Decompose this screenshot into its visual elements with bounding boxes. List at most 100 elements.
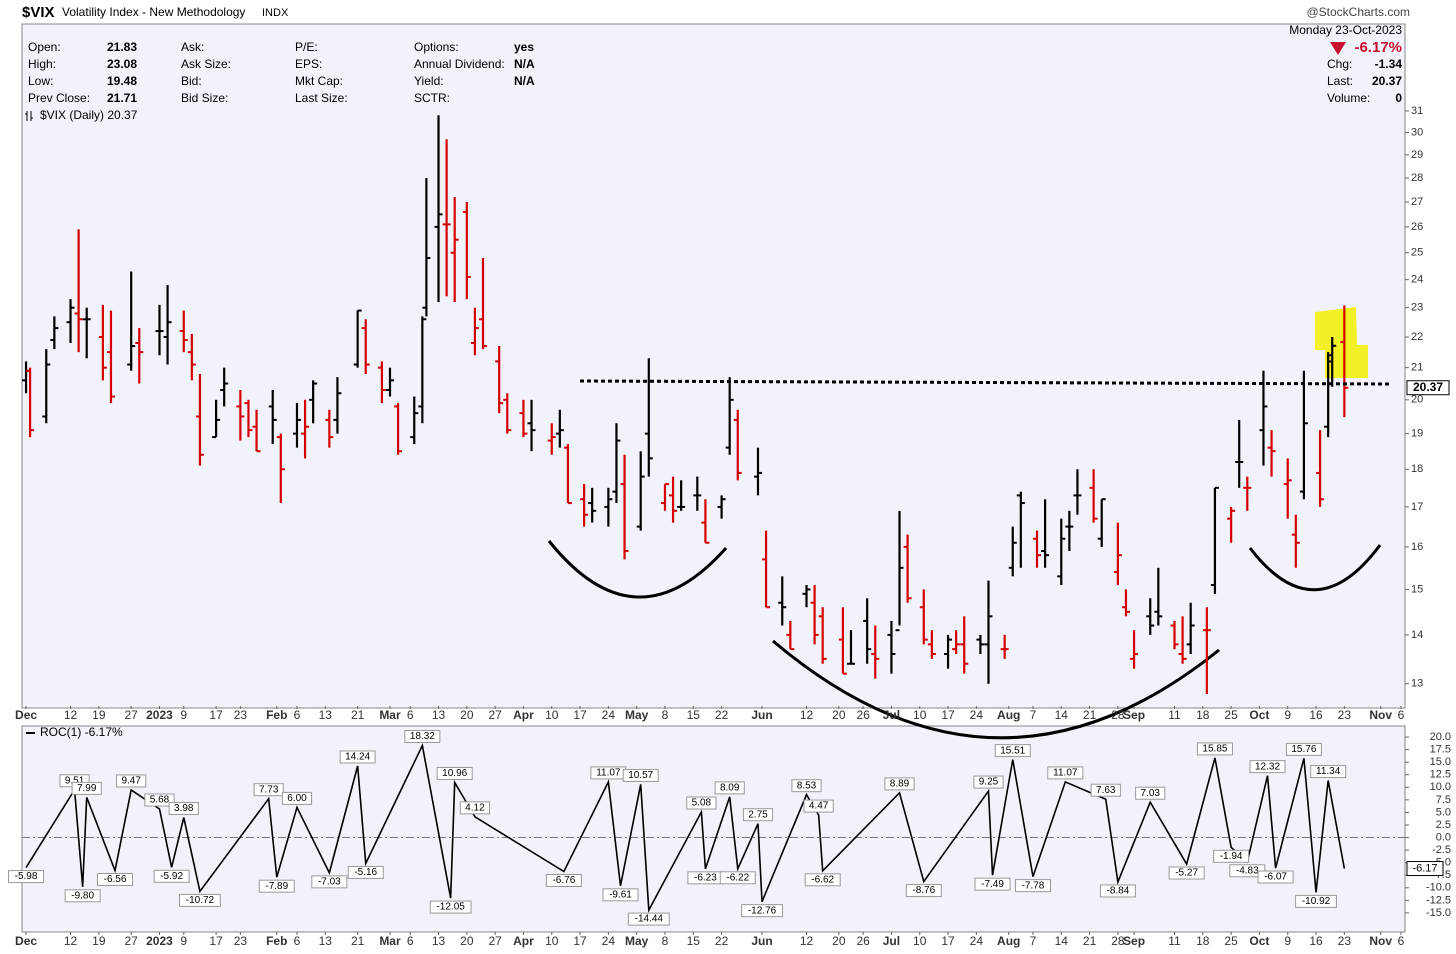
y-tick-label: 0.0 [1436,831,1451,843]
data-label-box [1285,742,1322,756]
data-label: -9.80 [71,890,94,901]
x-tick-label: 6 [1398,934,1405,948]
data-label: 10.96 [442,768,467,779]
x-tick-label: 13 [432,708,446,722]
x-tick-label: 17 [941,708,955,722]
info-value: 23.08 [107,57,137,71]
data-label-box [281,791,313,805]
data-label: 7.63 [1096,785,1116,796]
x-tick-label: 18 [1196,934,1210,948]
data-label-box [97,873,134,887]
y-tick-label: 25 [1411,247,1423,259]
data-label: 4.47 [809,801,829,812]
roc-line [25,742,1346,913]
x-tick-label: 11 [1168,934,1181,948]
info-value: N/A [514,57,535,71]
data-label-box [1047,766,1084,780]
data-label: 7.03 [1141,788,1161,799]
x-tick-label: 23 [234,934,248,948]
data-label-box [1249,760,1286,774]
copyright: @StockCharts.com [1306,5,1410,19]
x-tick-label: 8 [662,708,669,722]
x-tick-label: 17 [573,708,587,722]
info-label: SCTR: [414,91,450,105]
y-tick-label: 2.5 [1436,819,1451,831]
x-tick-label: 9 [180,934,187,948]
x-tick-label: May [625,934,649,948]
data-label-box [311,875,348,889]
exchange: INDX [262,7,289,19]
y-tick-label: 30 [1411,126,1423,138]
info-label: Low: [28,74,53,88]
x-tick-label: 17 [209,934,223,948]
y-tick-label: 22 [1411,331,1423,343]
x-tick-label: Oct [1249,934,1269,948]
x-tick-label: 9 [1284,708,1291,722]
data-label-box [429,900,472,914]
data-label: 8.89 [890,779,910,790]
marks: 13 14 15 16 17 18 19 20 21 22 23 24 25 26 27 28 29 30 31 $V… [8,105,1451,948]
data-label: -12.76 [748,905,777,916]
x-tick-label: 20 [832,708,846,722]
x-tick-label: 15 [687,708,701,722]
info-label: Open: [28,40,61,54]
y-tick-label: -2.5 [1432,844,1451,856]
data-label-box [791,779,822,793]
y-tick-label: 15 [1411,583,1423,595]
x-tick-label: 13 [319,708,333,722]
y-tick-label: -15.0 [1426,907,1451,919]
x-tick-label: Feb [266,708,287,722]
x-tick-label: 2023 [146,708,173,722]
x-tick-label: 17 [941,934,955,948]
data-label: 9.51 [65,775,85,786]
x-tick-label: 6 [1398,708,1405,722]
info-label: Prev Close: [28,91,90,105]
security-name: Volatility Index - New Methodology [62,5,245,19]
data-label: -12.05 [436,902,465,913]
x-tick-label: 24 [970,708,984,722]
info-value: -1.34 [1375,57,1403,71]
x-tick-label: 6 [294,934,301,948]
y-tick-label: 29 [1411,149,1423,161]
x-tick-label: 10 [545,708,559,722]
x-tick-label: 27 [125,708,139,722]
data-label-box [339,750,376,764]
info-label: Bid: [181,74,202,88]
x-tick-label: Jul [883,708,900,722]
data-label: -8.76 [912,885,935,896]
data-label-box [168,802,199,816]
info-label: Ask: [181,40,204,54]
data-label: 6.00 [287,793,307,804]
data-label-box [741,904,783,918]
x-tick-label: 10 [913,708,927,722]
data-label: 5.08 [692,798,712,809]
x-tick-label: 27 [125,934,139,948]
cup-left [547,540,728,599]
data-label-box [545,874,582,888]
x-tick-label: 19 [92,934,106,948]
x-tick-label: 28 [1111,708,1125,722]
data-label-box [994,744,1031,758]
info-value: 21.83 [107,40,137,54]
x-tick-label: 16 [1309,934,1323,948]
data-label: 8.09 [720,783,740,794]
data-label: 12.32 [1255,761,1280,772]
data-label: -14.44 [635,914,664,925]
data-label: 14.24 [345,752,370,763]
y-tick-label: -12.5 [1426,894,1451,906]
x-tick-label: Jun [751,708,772,722]
data-label: 7.73 [259,784,279,795]
last-value-box [1406,861,1444,877]
x-tick-label: 25 [1224,708,1238,722]
x-tick-label: 17 [209,708,223,722]
data-label-box [714,781,745,795]
y-tick-label: 15.0 [1430,756,1451,768]
data-label-box [144,793,175,807]
data-label: -7.78 [1022,880,1045,891]
x-tick-label: 22 [715,708,729,722]
info-label: Last: [1327,74,1353,88]
data-label: 9.25 [979,777,999,788]
x-tick-label: 20 [460,708,474,722]
data-label-box [71,781,102,795]
